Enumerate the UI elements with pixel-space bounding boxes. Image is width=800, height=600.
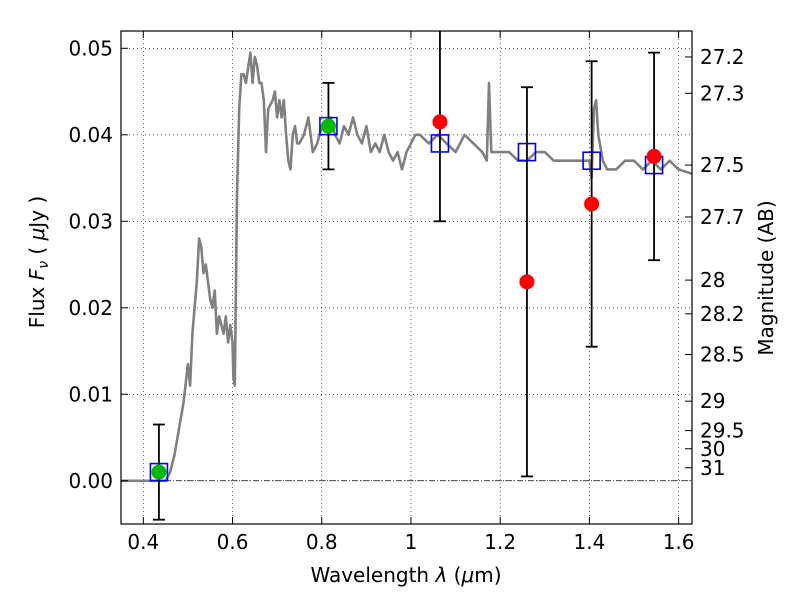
y-tick-label: 0.03 [68, 209, 113, 233]
x-tick-labels: 0.4 0.6 0.8 1 1.2 1.4 1.6 [127, 530, 694, 554]
x-tick-label: 1.6 [663, 530, 695, 554]
x-axis-label-unit-open: ( [447, 563, 461, 587]
y2-tick-label: 29.5 [700, 419, 745, 443]
x-axis-label-unit-rest: m) [474, 563, 501, 587]
y2-tick-label: 28.5 [700, 342, 745, 366]
y-axis-label-prefix: Flux [25, 280, 49, 328]
y2-tick-label: 30 [700, 437, 725, 461]
x-tick-label: 1.4 [573, 530, 605, 554]
y2-tick-label: 27.7 [700, 205, 745, 229]
y2-tick-label: 31 [700, 456, 725, 480]
y-axis-label-symbol: F [25, 268, 49, 280]
observed-point [519, 274, 535, 290]
y-axis-label-subscript: ν [36, 261, 52, 269]
axis-ticks [121, 31, 692, 524]
y-tick-label: 0.00 [68, 469, 113, 493]
y2-tick-label: 29 [700, 389, 725, 413]
y-tick-label: 0.02 [68, 296, 113, 320]
observed-point [584, 196, 600, 212]
series-layer [121, 31, 692, 521]
x-axis-label-unit-mu: μ [460, 563, 474, 587]
y-axis-label: Flux Fν ( μJy ) [25, 196, 52, 328]
x-tick-label: 1.2 [484, 530, 516, 554]
y2-tick-label: 28 [700, 268, 725, 292]
y2-tick-label: 27.5 [700, 153, 745, 177]
y-tick-labels: 0.00 0.01 0.02 0.03 0.04 0.05 [68, 36, 113, 492]
y2-tick-label: 28.2 [700, 302, 745, 326]
observed-point [432, 114, 448, 130]
x-tick-label: 0.4 [127, 530, 159, 554]
x-tick-label: 0.8 [306, 530, 338, 554]
x-axis-label-prefix: Wavelength [310, 563, 435, 587]
y-tick-label: 0.04 [68, 123, 113, 147]
y-tick-label: 0.01 [68, 382, 113, 406]
y2-tick-label: 27.3 [700, 81, 745, 105]
x-tick-label: 1 [405, 530, 418, 554]
x-axis-label-symbol: λ [434, 563, 447, 587]
y2-axis-label: Magnitude (AB) [754, 200, 778, 355]
observed-point [151, 464, 167, 480]
observed-point [646, 148, 662, 164]
y-tick-label: 0.05 [68, 36, 113, 60]
plot-frame [120, 30, 693, 525]
x-axis-label: Wavelength λ (μm) [310, 563, 501, 587]
y-axis-label-unit-open: ( [25, 240, 49, 261]
observed-point [320, 118, 336, 134]
y-axis-label-unit-rest: Jy ) [25, 196, 49, 230]
x-tick-label: 0.6 [217, 530, 249, 554]
y-axis-label-unit-mu: μ [25, 228, 49, 242]
y2-tick-label: 27.2 [700, 45, 745, 69]
